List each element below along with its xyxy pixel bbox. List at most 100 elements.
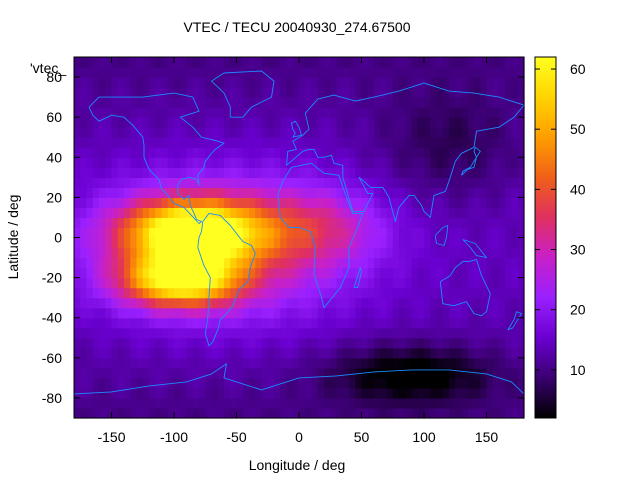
heatmap-cell [124, 117, 131, 128]
heatmap-cell [261, 357, 269, 369]
heatmap-cell [499, 267, 506, 279]
heatmap-cell [99, 77, 106, 88]
y-tick-label: 0 [54, 230, 62, 246]
heatmap-cell [311, 167, 319, 178]
heatmap-cell [86, 217, 94, 229]
heatmap-cell [167, 407, 175, 419]
heatmap-cell [211, 347, 219, 359]
heatmap-cell [74, 137, 81, 148]
heatmap-cell [311, 57, 319, 68]
heatmap-cell [186, 237, 194, 249]
heatmap-cell [405, 107, 413, 118]
heatmap-cell [355, 227, 363, 239]
heatmap-cell [217, 227, 225, 239]
heatmap-cell [355, 247, 363, 259]
heatmap-cell [117, 267, 125, 279]
heatmap-cell [480, 147, 488, 158]
heatmap-cell [192, 87, 200, 98]
heatmap-cell [467, 167, 475, 178]
heatmap-cell [486, 307, 494, 319]
heatmap-cell [130, 237, 138, 249]
heatmap-cell [161, 357, 169, 369]
heatmap-cell [317, 187, 325, 198]
heatmap-cell [499, 367, 506, 379]
heatmap-cell [142, 297, 150, 309]
heatmap-cell [355, 167, 363, 178]
heatmap-cell [211, 307, 219, 319]
heatmap-cell [430, 237, 438, 249]
heatmap-cell [92, 167, 100, 178]
heatmap-cell [324, 127, 331, 138]
heatmap-cell [424, 107, 431, 118]
heatmap-cell [99, 67, 106, 78]
heatmap-cell [274, 347, 281, 359]
y-tick-label: -80 [42, 390, 62, 406]
heatmap-cell [411, 197, 419, 209]
heatmap-cell [405, 227, 413, 239]
heatmap-cell [199, 347, 206, 359]
colorbar-tick-label: 10 [570, 362, 586, 378]
heatmap-cell [86, 77, 94, 88]
heatmap-cell [111, 297, 119, 309]
heatmap-cell [267, 307, 275, 319]
heatmap-cell [280, 367, 288, 379]
heatmap-cell [430, 257, 438, 269]
heatmap-cell [405, 407, 413, 419]
heatmap-cell [224, 167, 231, 178]
heatmap-cell [205, 187, 213, 198]
heatmap-cell [92, 57, 100, 68]
heatmap-cell [86, 357, 94, 369]
heatmap-cell [136, 127, 144, 138]
heatmap-cell [380, 377, 388, 389]
heatmap-cell [155, 147, 163, 158]
heatmap-cell [224, 367, 231, 379]
heatmap-cell [74, 127, 81, 138]
heatmap-cell [311, 157, 319, 168]
heatmap-cell [167, 237, 175, 249]
x-tick-label: 150 [475, 429, 499, 445]
heatmap-cell [174, 167, 181, 178]
heatmap-cell [249, 57, 256, 68]
heatmap-cell [417, 287, 425, 299]
heatmap-cell [205, 237, 213, 249]
heatmap-cell [399, 157, 406, 168]
heatmap-cell [199, 267, 206, 279]
heatmap-cell [324, 117, 331, 128]
heatmap-cell [280, 337, 288, 349]
heatmap-cell [211, 147, 219, 158]
heatmap-cell [311, 147, 319, 158]
heatmap-cell [117, 247, 125, 259]
heatmap-cell [267, 197, 275, 209]
heatmap-cell [430, 107, 438, 118]
heatmap-cell [467, 107, 475, 118]
heatmap-cell [367, 217, 375, 229]
heatmap-cell [405, 177, 413, 188]
heatmap-cell [424, 227, 431, 239]
heatmap-cell [249, 327, 256, 339]
heatmap-cell [230, 287, 238, 299]
heatmap-cell [124, 277, 131, 289]
heatmap-cell [367, 57, 375, 68]
heatmap-cell [86, 407, 94, 419]
coastline-africa [277, 162, 364, 309]
heatmap-cell [442, 407, 450, 419]
heatmap-cell [374, 197, 381, 209]
heatmap-cell [342, 317, 350, 329]
heatmap-cell [124, 407, 131, 419]
heatmap-cell [492, 127, 500, 138]
heatmap-cell [349, 377, 356, 389]
heatmap-cell [299, 147, 306, 158]
heatmap-cell [424, 327, 431, 339]
heatmap-cell [430, 57, 438, 68]
heatmap-cell [436, 287, 444, 299]
heatmap-cell [286, 217, 294, 229]
heatmap-cell [336, 147, 344, 158]
heatmap-cell [355, 197, 363, 209]
heatmap-cell [492, 147, 500, 158]
heatmap-cell [386, 67, 394, 78]
heatmap-cell [99, 367, 106, 379]
heatmap-cell [142, 147, 150, 158]
heatmap-cell [155, 407, 163, 419]
heatmap-cell [86, 277, 94, 289]
heatmap-cell [305, 77, 313, 88]
